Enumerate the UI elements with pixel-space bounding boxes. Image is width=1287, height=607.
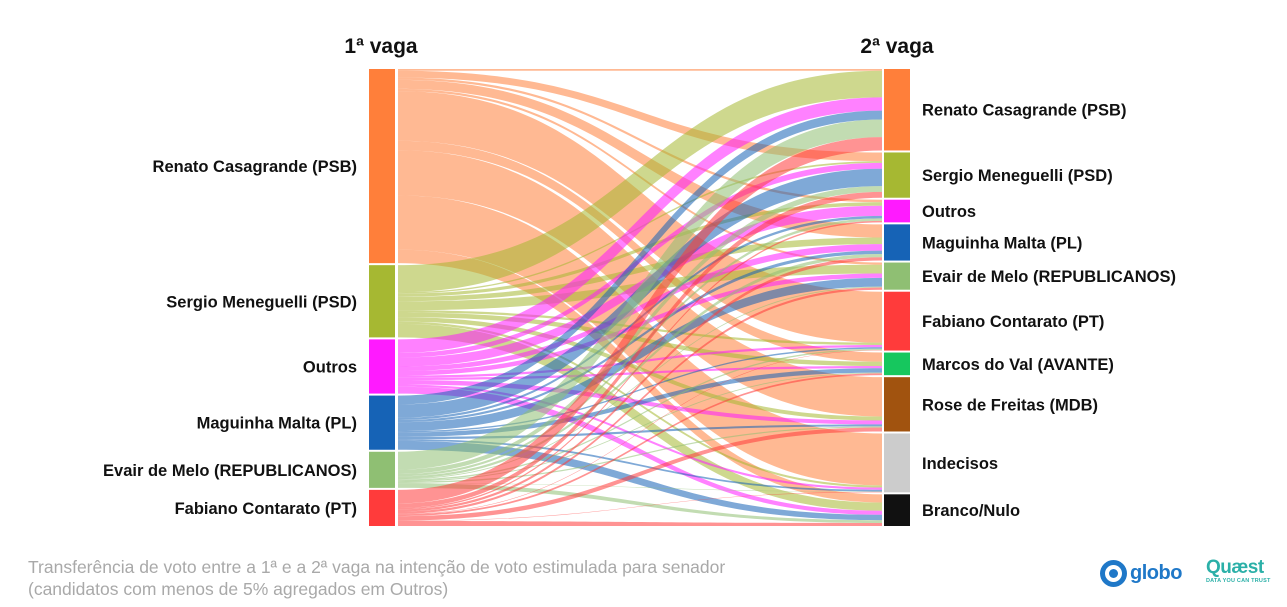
link-evair-to-marcos xyxy=(398,372,882,482)
link-contarato-to-meneguelli xyxy=(398,191,882,508)
left-node-outros xyxy=(369,339,395,394)
link-contarato-to-rose xyxy=(398,427,882,521)
right-column-title: 2ª vaga xyxy=(860,35,933,58)
right-label-maguinha: Maguinha Malta (PL) xyxy=(922,234,1082,252)
link-casagrande-to-meneguelli xyxy=(398,70,882,162)
link-maguinha-to-branco xyxy=(398,440,882,521)
right-node-outros xyxy=(884,199,910,223)
quaest-wordmark: Quæst xyxy=(1206,557,1264,578)
nodes xyxy=(369,69,910,526)
link-meneguelli-to-branco xyxy=(398,323,882,511)
left-node-meneguelli xyxy=(369,265,395,338)
right-node-contarato xyxy=(884,291,910,351)
link-evair-to-outros xyxy=(398,218,882,477)
quaest-tagline: DATA YOU CAN TRUST xyxy=(1206,578,1271,584)
left-node-casagrande xyxy=(369,69,395,264)
left-label-casagrande: Renato Casagrande (PSB) xyxy=(153,158,357,176)
left-label-maguinha: Maguinha Malta (PL) xyxy=(197,415,357,433)
link-contarato-to-evair xyxy=(398,287,882,514)
right-node-branco xyxy=(884,494,910,526)
right-label-casagrande: Renato Casagrande (PSB) xyxy=(922,102,1126,120)
right-label-outros: Outros xyxy=(922,203,976,221)
link-contarato-to-casagrande xyxy=(398,137,882,504)
link-casagrande-to-branco xyxy=(398,249,882,503)
link-maguinha-to-marcos xyxy=(398,368,882,437)
link-maguinha-to-evair xyxy=(398,277,882,432)
left-column-title: 1ª vaga xyxy=(344,35,417,58)
link-evair-to-evair xyxy=(398,286,882,480)
globo-logo: globo xyxy=(1100,560,1182,587)
logos: globo Quæst DATA YOU CAN TRUST xyxy=(1100,558,1280,592)
left-label-evair: Evair de Melo (REPUBLICANOS) xyxy=(103,462,357,480)
right-node-marcos xyxy=(884,352,910,376)
right-node-maguinha xyxy=(884,224,910,261)
link-evair-to-maguinha xyxy=(398,253,882,479)
globo-wordmark: globo xyxy=(1130,562,1182,584)
flow-links xyxy=(398,69,882,526)
right-label-indecisos: Indecisos xyxy=(922,455,998,473)
right-label-contarato: Fabiano Contarato (PT) xyxy=(922,313,1104,331)
link-casagrande-to-maguinha xyxy=(398,79,882,238)
link-contarato-to-marcos xyxy=(398,373,882,517)
right-label-meneguelli: Sergio Meneguelli (PSD) xyxy=(922,167,1113,185)
right-label-rose: Rose de Freitas (MDB) xyxy=(922,396,1098,414)
link-contarato-to-branco xyxy=(398,521,882,526)
link-maguinha-to-maguinha xyxy=(398,250,882,423)
left-node-maguinha xyxy=(369,395,395,450)
link-outros-to-branco xyxy=(398,386,882,515)
right-label-marcos: Marcos do Val (AVANTE) xyxy=(922,356,1114,374)
caption: Transferência de voto entre a 1ª e a 2ª … xyxy=(28,556,725,600)
link-casagrande-to-casagrande xyxy=(398,69,882,71)
link-contarato-to-outros xyxy=(398,220,882,510)
right-node-indecisos xyxy=(884,433,910,493)
link-evair-to-branco xyxy=(398,483,882,523)
left-node-evair xyxy=(369,451,395,488)
link-evair-to-contarato xyxy=(398,348,882,481)
link-outros-to-casagrande xyxy=(398,97,882,353)
link-evair-to-rose xyxy=(398,426,882,483)
link-contarato-to-indecisos xyxy=(398,491,882,522)
quaest-logo: Quæst DATA YOU CAN TRUST xyxy=(1206,557,1276,585)
right-node-rose xyxy=(884,377,910,432)
left-label-outros: Outros xyxy=(303,358,357,376)
link-meneguelli-to-contarato xyxy=(398,310,882,345)
link-meneguelli-to-casagrande xyxy=(398,70,882,293)
link-meneguelli-to-marcos xyxy=(398,312,882,367)
link-outros-to-contarato xyxy=(398,344,882,378)
globo-icon xyxy=(1100,560,1127,587)
caption-line-2: (candidatos com menos de 5% agregados em… xyxy=(28,579,449,599)
link-maguinha-to-contarato xyxy=(398,347,882,433)
right-node-evair xyxy=(884,262,910,290)
node-labels: Renato Casagrande (PSB) Sergio Meneguelli… xyxy=(103,102,1176,520)
right-label-evair: Evair de Melo (REPUBLICANOS) xyxy=(922,268,1176,286)
link-casagrande-to-outros xyxy=(398,77,882,203)
link-contarato-to-maguinha xyxy=(398,257,882,512)
link-maguinha-to-indecisos xyxy=(398,439,882,492)
link-evair-to-indecisos xyxy=(398,482,882,492)
left-label-meneguelli: Sergio Meneguelli (PSD) xyxy=(166,293,357,311)
link-evair-to-casagrande xyxy=(398,119,882,470)
link-maguinha-to-rose xyxy=(398,424,882,440)
link-meneguelli-to-maguinha xyxy=(398,237,882,302)
link-contarato-to-contarato xyxy=(398,350,882,515)
left-label-contarato: Fabiano Contarato (PT) xyxy=(175,500,357,518)
right-node-casagrande xyxy=(884,69,910,151)
caption-line-1: Transferência de voto entre a 1ª e a 2ª … xyxy=(28,557,726,577)
link-outros-to-marcos xyxy=(398,366,882,381)
link-outros-to-indecisos xyxy=(398,384,882,490)
right-node-meneguelli xyxy=(884,152,910,198)
link-maguinha-to-casagrande xyxy=(398,110,882,405)
link-outros-to-maguinha xyxy=(398,244,882,371)
right-label-branco: Branco/Nulo xyxy=(922,502,1020,520)
left-node-contarato xyxy=(369,489,395,526)
sankey-chart: 1ª vaga 2ª vaga Renato Casagrande (PSB) S… xyxy=(103,35,1176,526)
link-meneguelli-to-rose xyxy=(398,317,882,421)
link-evair-to-meneguelli xyxy=(398,186,882,475)
link-meneguelli-to-outros xyxy=(398,202,882,297)
